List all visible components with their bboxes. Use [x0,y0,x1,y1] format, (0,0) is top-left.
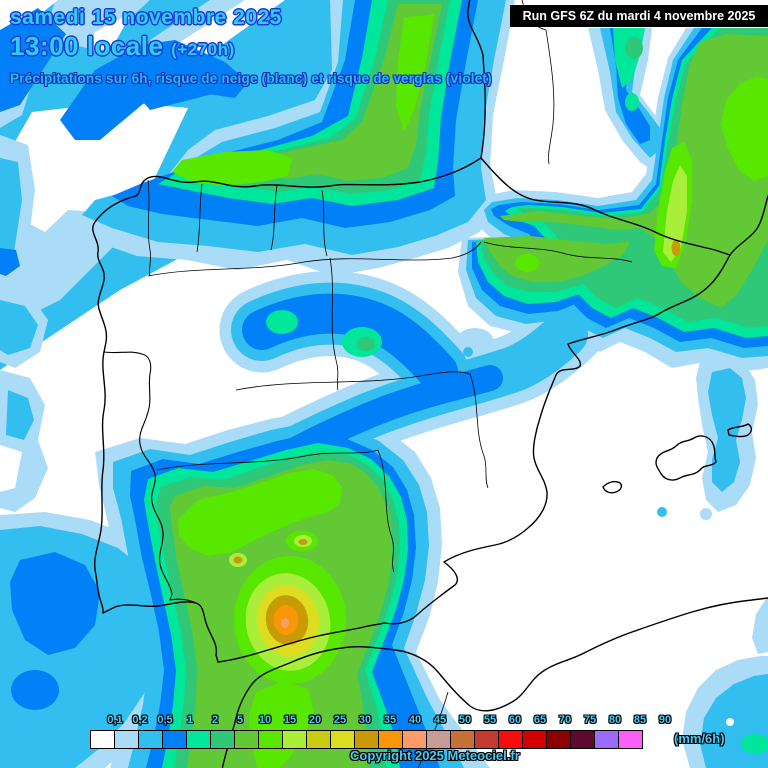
region-borders [147,0,633,768]
legend-cell [306,730,331,749]
legend-cell [594,730,619,749]
legend-cell [546,730,571,749]
legend-threshold-label: 65 [533,714,547,726]
legend-threshold-label: 25 [333,714,347,726]
legend-cell [162,730,187,749]
legend-cell [402,730,427,749]
legend-threshold-label: 80 [608,714,622,726]
legend-threshold-label: 15 [283,714,297,726]
legend-cell [138,730,163,749]
legend-threshold-label: 50 [458,714,472,726]
legend-cell [378,730,403,749]
legend-threshold-label: 30 [358,714,372,726]
legend-cell [354,730,379,749]
legend-threshold-label: 75 [583,714,597,726]
map-subtitle: Précipitations sur 6h, risque de neige (… [10,71,492,86]
legend-threshold-label: 10 [258,714,272,726]
legend-threshold-labels: 0,1 0,2 0,5 1 2 5 10 15 20 25 30 35 40 45 50 55 60 65 70 75… [90,714,671,729]
map-white-details [0,445,734,726]
legend-cell [330,730,355,749]
legend-cell [258,730,283,749]
legend-threshold-label: 35 [383,714,397,726]
legend-threshold-label: 45 [433,714,447,726]
legend-cell [522,730,547,749]
legend-unit: (mm/6h) [674,731,725,746]
coastline [92,0,768,768]
legend-threshold-label: 90 [658,714,672,726]
legend-cell [426,730,451,749]
legend-cell [618,730,643,749]
legend-cell [498,730,523,749]
legend-threshold-label: 60 [508,714,522,726]
legend-threshold-label: 0,5 [157,714,173,726]
model-run-info: Run GFS 6Z du mardi 4 novembre 2025 [510,5,768,27]
legend-cell [186,730,211,749]
legend-scale [90,730,643,749]
legend-threshold-label: 70 [558,714,572,726]
forecast-hour-offset: (+270h) [171,40,235,59]
legend-cell [450,730,475,749]
legend: 0,1 0,2 0,5 1 2 5 10 15 20 25 30 35 40 45 50 55 60 65 70 75… [90,714,671,749]
legend-cell [282,730,307,749]
legend-cell [570,730,595,749]
legend-cell [114,730,139,749]
legend-threshold-label: 1 [186,714,194,726]
precip-core-maximum [273,605,299,635]
legend-threshold-label: 55 [483,714,497,726]
legend-cell [90,730,115,749]
legend-threshold-label: 2 [211,714,219,726]
map-title-block: samedi 15 novembre 2025 13:00 locale (+2… [10,6,492,86]
legend-cell [474,730,499,749]
legend-threshold-label: 20 [308,714,322,726]
forecast-date: samedi 15 novembre 2025 [10,6,282,29]
legend-threshold-label: 5 [236,714,244,726]
forecast-time: 13:00 locale (+270h) [10,31,492,62]
copyright-notice: Copyright 2025 Meteociel.fr [350,748,520,763]
legend-cell [210,730,235,749]
legend-cell [234,730,259,749]
forecast-time-local: 13:00 locale [10,31,164,61]
legend-threshold-label: 0,2 [132,714,148,726]
legend-threshold-label: 40 [408,714,422,726]
legend-threshold-label: 0,1 [107,714,123,726]
legend-threshold-label: 85 [633,714,647,726]
